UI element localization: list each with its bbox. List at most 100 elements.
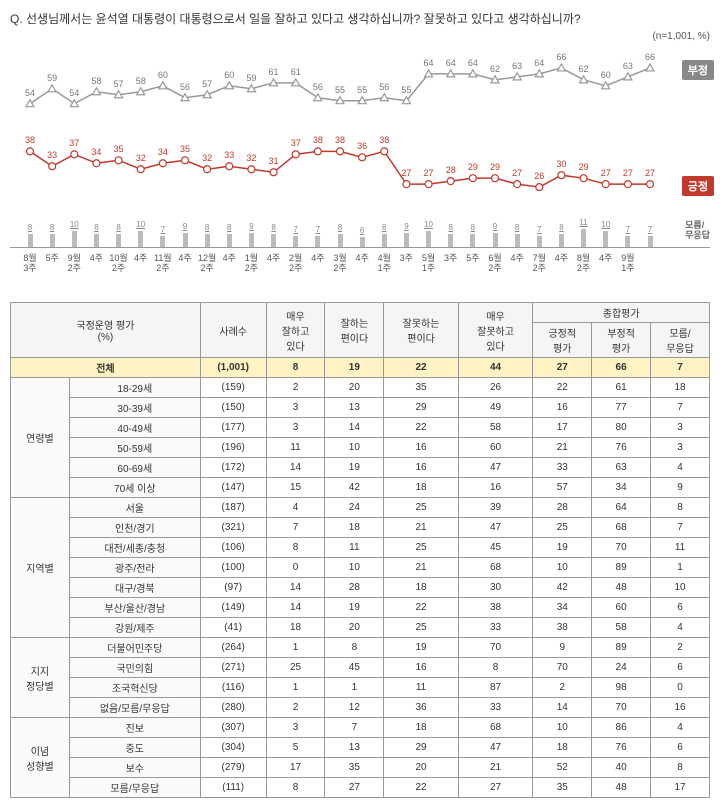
table-row: 강원/제주(41)1820253338584 [11, 618, 710, 638]
table-cell: 없음/모름/무응답 [69, 698, 200, 718]
table-cell: 10 [325, 438, 384, 458]
table-cell: 98 [592, 678, 651, 698]
table-cell: 33 [533, 458, 592, 478]
table-cell: 3 [651, 438, 710, 458]
table-cell: 70 [592, 698, 651, 718]
table-cell: 20 [325, 378, 384, 398]
table-header: 종합평가 [533, 303, 710, 323]
table-cell: 6 [651, 658, 710, 678]
table-cell: 25 [266, 658, 325, 678]
table-header: 매우 잘하고 있다 [266, 303, 325, 358]
table-cell: 21 [458, 758, 533, 778]
table-cell: 16 [384, 458, 459, 478]
table-cell: 1 [651, 558, 710, 578]
table-cell: 68 [458, 718, 533, 738]
table-cell: 68 [592, 518, 651, 538]
table-cell: 10 [533, 718, 592, 738]
table-cell: 18 [384, 478, 459, 498]
table-cell: 64 [592, 498, 651, 518]
table-cell: 10 [533, 558, 592, 578]
table-cell: 이념 성향별 [11, 718, 70, 798]
table-header: 부정적 평가 [592, 323, 651, 358]
table-cell: 7 [651, 518, 710, 538]
table-header: 긍정적 평가 [533, 323, 592, 358]
table-cell: 3 [266, 398, 325, 418]
table-cell: (147) [200, 478, 266, 498]
table-row: 없음/모름/무응답(280)2123633147016 [11, 698, 710, 718]
table-cell: 35 [384, 378, 459, 398]
table-cell: (271) [200, 658, 266, 678]
table-cell: 11 [384, 678, 459, 698]
table-header: 사례수 [200, 303, 266, 358]
table-cell: 48 [592, 578, 651, 598]
table-cell: 48 [592, 778, 651, 798]
table-header: 국정운영 평가 (%) [11, 303, 201, 358]
table-cell: 4 [651, 718, 710, 738]
table-cell: 17 [266, 758, 325, 778]
table-row: 40-49세(177)314225817803 [11, 418, 710, 438]
table-cell: 전체 [11, 358, 201, 378]
table-cell: 34 [533, 598, 592, 618]
table-cell: (307) [200, 718, 266, 738]
table-cell: 36 [384, 698, 459, 718]
table-cell: 50-59세 [69, 438, 200, 458]
table-cell: 11 [266, 438, 325, 458]
table-cell: 29 [384, 738, 459, 758]
sample-note: (n=1,001, %) [10, 31, 710, 42]
table-cell: 70 [533, 658, 592, 678]
chart-x-axis: 8월 3주5주9월 2주4주10월 2주4주11월 2주4주12월 2주4주1월… [10, 254, 710, 282]
table-cell: 27 [325, 778, 384, 798]
table-cell: (1,001) [200, 358, 266, 378]
table-cell: 25 [384, 538, 459, 558]
table-cell: 24 [592, 658, 651, 678]
table-row: 광주/전라(100)010216810891 [11, 558, 710, 578]
table-cell: 14 [325, 418, 384, 438]
table-cell: 21 [533, 438, 592, 458]
table-cell: 2 [533, 678, 592, 698]
table-cell: 16 [533, 398, 592, 418]
table-row: 국민의힘(271)254516870246 [11, 658, 710, 678]
table-cell: 52 [533, 758, 592, 778]
question-text: Q. 선생님께서는 윤석열 대통령이 대통령으로서 일을 잘하고 있다고 생각하… [10, 10, 710, 27]
table-row: 인천/경기(321)718214725687 [11, 518, 710, 538]
table-cell: 국민의힘 [69, 658, 200, 678]
table-cell: 8 [266, 778, 325, 798]
table-cell: 연령별 [11, 378, 70, 498]
table-cell: 45 [325, 658, 384, 678]
table-cell: 2 [266, 378, 325, 398]
table-cell: 38 [533, 618, 592, 638]
table-cell: 70세 이상 [69, 478, 200, 498]
table-cell: 대전/세종/충청 [69, 538, 200, 558]
legend-negative: 부정 [682, 60, 714, 80]
table-cell: 17 [651, 778, 710, 798]
table-cell: 47 [458, 518, 533, 538]
table-cell: 18-29세 [69, 378, 200, 398]
table-cell: 9 [651, 478, 710, 498]
table-row: 50-59세(196)1110166021763 [11, 438, 710, 458]
table-cell: 89 [592, 558, 651, 578]
table-row: 대전/세종/충청(106)8112545197011 [11, 538, 710, 558]
table-cell: 18 [384, 578, 459, 598]
table-cell: 3 [266, 718, 325, 738]
table-cell: 0 [651, 678, 710, 698]
table-cell: 10 [651, 578, 710, 598]
table-cell: 18 [266, 618, 325, 638]
table-cell: 대구/경북 [69, 578, 200, 598]
table-cell: (177) [200, 418, 266, 438]
table-cell: 8 [651, 758, 710, 778]
data-table: 국정운영 평가 (%)사례수매우 잘하고 있다잘하는 편이다잘못하는 편이다매우… [10, 302, 710, 798]
table-cell: 19 [533, 538, 592, 558]
table-row: 30-39세(150)313294916777 [11, 398, 710, 418]
table-cell: 27 [458, 778, 533, 798]
table-cell: 부산/울산/경남 [69, 598, 200, 618]
table-cell: 14 [266, 598, 325, 618]
table-cell: 60 [458, 438, 533, 458]
table-cell: 38 [458, 598, 533, 618]
table-cell: 25 [384, 618, 459, 638]
table-cell: 33 [458, 618, 533, 638]
table-cell: 18 [325, 518, 384, 538]
table-cell: 57 [533, 478, 592, 498]
table-cell: (264) [200, 638, 266, 658]
table-cell: 21 [384, 558, 459, 578]
table-cell: 16 [458, 478, 533, 498]
